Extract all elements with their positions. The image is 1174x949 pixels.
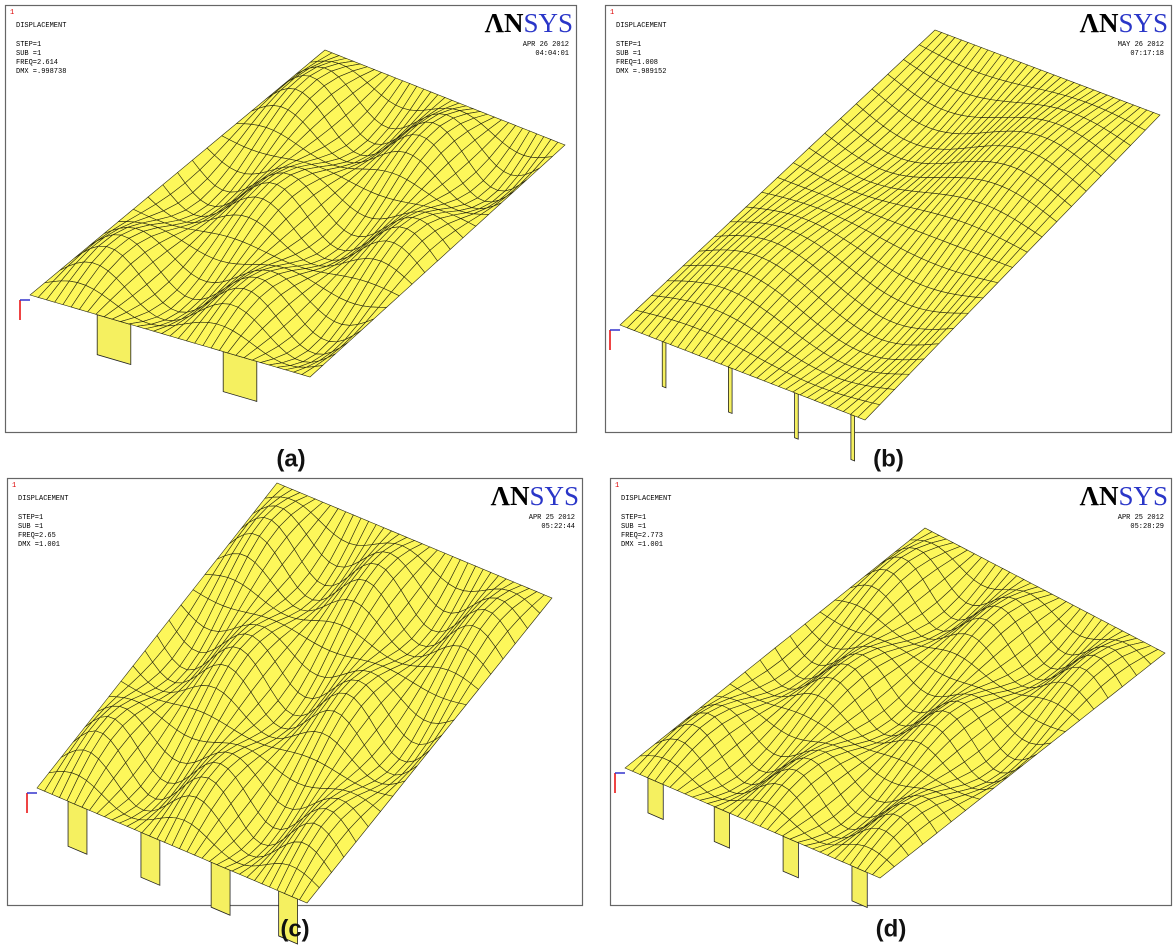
window-number: 1 — [610, 9, 614, 17]
info-line: FREQ=2.773 — [621, 532, 663, 540]
stiffener — [141, 832, 160, 885]
figure: 1DISPLACEMENTSTEP=1SUB =1FREQ=2.614DMX =… — [0, 0, 1174, 949]
logo-accent: SYS — [1118, 8, 1168, 38]
caption: (d) — [876, 915, 907, 942]
stiffener — [68, 801, 87, 854]
window-number: 1 — [12, 482, 16, 490]
caption: (b) — [873, 445, 904, 472]
info-line: STEP=1 — [18, 514, 43, 522]
info-line: FREQ=2.65 — [18, 532, 56, 540]
plot-title: DISPLACEMENT — [621, 495, 671, 503]
caption: (a) — [276, 445, 305, 472]
stiffener — [714, 807, 729, 849]
logo-accent: SYS — [529, 481, 579, 511]
logo-main: ΛN — [485, 8, 524, 38]
stiffener — [851, 415, 855, 461]
plot-title: DISPLACEMENT — [616, 22, 666, 30]
info-line: FREQ=2.614 — [16, 59, 58, 67]
date: MAY 26 2012 — [1118, 41, 1164, 49]
logo: ΛNSYS — [1080, 8, 1168, 38]
time: 07:17:18 — [1130, 50, 1164, 58]
info-line: DMX =.998738 — [16, 68, 66, 76]
info-line: STEP=1 — [16, 41, 41, 49]
info-line: DMX =1.001 — [621, 541, 663, 549]
info-line: DMX =.989152 — [616, 68, 666, 76]
logo: ΛNSYS — [1080, 481, 1168, 511]
info-line: SUB =1 — [18, 523, 43, 531]
stiffener — [852, 866, 867, 908]
logo-main: ΛN — [491, 481, 530, 511]
plot-title: DISPLACEMENT — [18, 495, 68, 503]
info-line: STEP=1 — [616, 41, 641, 49]
logo-main: ΛN — [1080, 8, 1119, 38]
time: 05:22:44 — [541, 523, 575, 531]
logo: ΛNSYS — [485, 8, 573, 38]
stiffener — [662, 341, 666, 387]
logo-main: ΛN — [1080, 481, 1119, 511]
info-line: SUB =1 — [616, 50, 641, 58]
window-number: 1 — [10, 9, 14, 17]
stiffener — [783, 836, 798, 878]
info-line: SUB =1 — [16, 50, 41, 58]
date: APR 25 2012 — [1118, 514, 1164, 522]
stiffener — [795, 393, 799, 439]
time: 05:28:29 — [1130, 523, 1164, 531]
caption: (c) — [280, 915, 309, 942]
stiffener — [648, 778, 663, 820]
date: APR 26 2012 — [523, 41, 569, 49]
window-number: 1 — [615, 482, 619, 490]
plot-title: DISPLACEMENT — [16, 22, 66, 30]
info-line: SUB =1 — [621, 523, 646, 531]
time: 04:04:01 — [535, 50, 569, 58]
info-line: FREQ=1.008 — [616, 59, 658, 67]
date: APR 25 2012 — [529, 514, 575, 522]
stiffener — [728, 367, 732, 413]
info-line: STEP=1 — [621, 514, 646, 522]
logo: ΛNSYS — [491, 481, 579, 511]
logo-accent: SYS — [1118, 481, 1168, 511]
stiffener — [211, 862, 230, 915]
info-line: DMX =1.001 — [18, 541, 60, 549]
logo-accent: SYS — [523, 8, 573, 38]
